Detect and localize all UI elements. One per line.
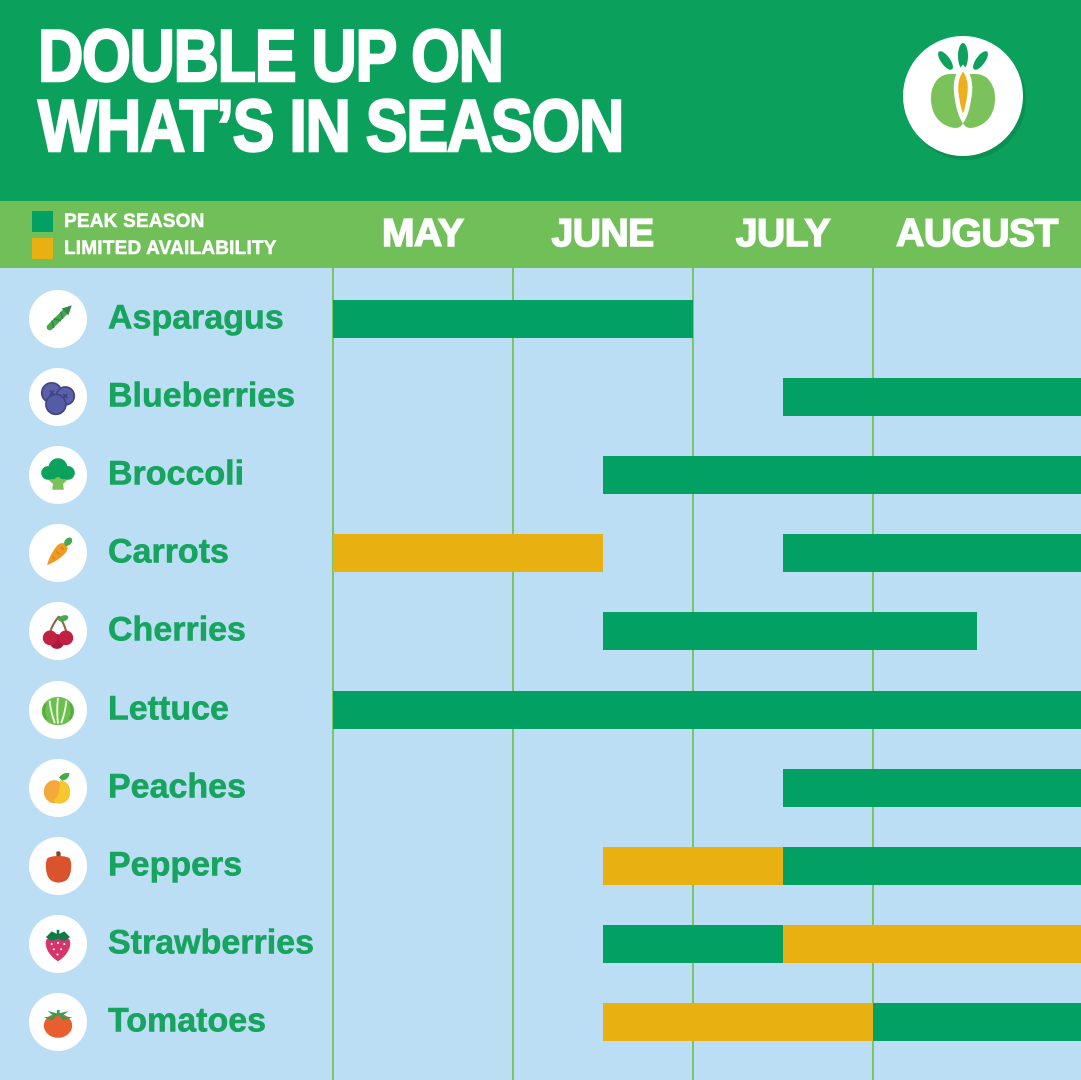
season-bar-limited xyxy=(602,846,783,885)
produce-row-blueberries: Blueberries xyxy=(0,358,1081,436)
produce-label: Peaches xyxy=(108,767,247,806)
produce-label: Peppers xyxy=(108,845,243,884)
tomatoes-icon xyxy=(29,992,87,1051)
legend-band: PEAK SEASON LIMITED AVAILABILITY MAY JUNE… xyxy=(0,201,1081,268)
legend-item-limited-availability: LIMITED AVAILABILITY xyxy=(32,235,277,262)
season-bar-peak xyxy=(782,534,1081,573)
produce-label: Strawberries xyxy=(108,923,315,962)
produce-row-carrots: Carrots xyxy=(0,514,1081,592)
month-grid xyxy=(332,268,1081,1080)
season-bars xyxy=(333,592,1081,670)
broccoli-icon xyxy=(29,446,87,505)
season-bar-peak xyxy=(602,612,977,651)
peppers-icon xyxy=(29,836,87,895)
produce-row-broccoli: Broccoli xyxy=(0,436,1081,514)
produce-row-asparagus: Asparagus xyxy=(0,280,1081,358)
month-gridline xyxy=(872,268,875,1080)
strawberries-icon xyxy=(29,914,87,973)
legend-label-limited-availability: LIMITED AVAILABILITY xyxy=(64,237,277,259)
season-bars xyxy=(333,514,1081,592)
blueberries-icon xyxy=(29,368,87,427)
season-bar-peak xyxy=(873,1002,1081,1041)
page-title: DOUBLE UP ON WHAT’S IN SEASON xyxy=(37,16,625,167)
title-line-1: DOUBLE UP ON xyxy=(37,16,505,97)
produce-label: Blueberries xyxy=(108,376,296,416)
apple-carrot-logo-icon xyxy=(899,32,1027,160)
month-label-july: JULY xyxy=(735,211,831,256)
produce-label: Asparagus xyxy=(108,298,284,337)
produce-row-lettuce: Lettuce xyxy=(0,671,1081,749)
produce-row-cherries: Cherries xyxy=(0,592,1081,670)
month-header-row: MAY JUNE JULY AUGUST xyxy=(333,201,1081,268)
limited-availability-swatch-icon xyxy=(32,238,53,259)
legend-label-peak-season: PEAK SEASON xyxy=(64,210,205,232)
season-bars xyxy=(333,358,1081,436)
produce-label: Tomatoes xyxy=(108,1001,267,1040)
season-bar-peak xyxy=(333,300,693,338)
produce-label: Cherries xyxy=(108,611,247,650)
season-bar-peak xyxy=(782,378,1081,417)
peaches-icon xyxy=(29,758,87,817)
produce-row-strawberries: Strawberries xyxy=(0,905,1081,983)
produce-label: Lettuce xyxy=(108,689,230,728)
season-bars xyxy=(333,671,1081,749)
month-gridline xyxy=(511,268,514,1080)
month-label-june: JUNE xyxy=(551,211,655,256)
asparagus-icon xyxy=(29,290,87,348)
cherries-icon xyxy=(29,602,87,661)
month-label-may: MAY xyxy=(381,211,465,256)
produce-rows: Asparagus Blueberries Broccoli Carrots Cherr… xyxy=(0,268,1081,1080)
season-bar-peak xyxy=(602,924,783,963)
header: DOUBLE UP ON WHAT’S IN SEASON xyxy=(0,0,1081,201)
produce-row-peaches: Peaches xyxy=(0,749,1081,827)
lettuce-icon xyxy=(29,680,87,739)
month-gridline xyxy=(691,268,694,1080)
season-bars xyxy=(333,280,1081,358)
season-bars xyxy=(333,905,1081,983)
season-bar-peak xyxy=(602,456,1081,495)
season-bar-limited xyxy=(782,924,1081,963)
month-label-august: AUGUST xyxy=(895,211,1059,256)
legend-item-peak-season: PEAK SEASON xyxy=(32,208,277,235)
season-bar-limited xyxy=(333,534,603,573)
season-bar-limited xyxy=(602,1002,874,1041)
month-gridline xyxy=(332,268,334,1080)
season-bars xyxy=(333,827,1081,905)
produce-label: Carrots xyxy=(108,533,230,572)
produce-label: Broccoli xyxy=(108,454,245,494)
season-bars xyxy=(333,436,1081,514)
produce-row-peppers: Peppers xyxy=(0,827,1081,905)
season-bar-peak xyxy=(782,768,1081,807)
season-bars xyxy=(333,983,1081,1061)
produce-row-tomatoes: Tomatoes xyxy=(0,983,1081,1061)
season-bar-peak xyxy=(782,846,1081,885)
season-chart: Asparagus Blueberries Broccoli Carrots Cherr… xyxy=(0,268,1081,1080)
peak-season-swatch-icon xyxy=(32,211,53,232)
title-line-2: WHAT’S IN SEASON xyxy=(37,86,625,167)
carrot-icon xyxy=(29,524,87,583)
season-bar-peak xyxy=(333,690,1081,729)
season-bars xyxy=(333,749,1081,827)
legend: PEAK SEASON LIMITED AVAILABILITY xyxy=(32,208,277,262)
